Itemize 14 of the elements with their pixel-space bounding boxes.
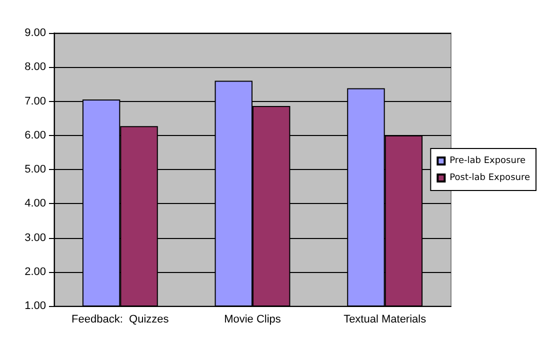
legend-label: Pre-lab Exposure <box>450 156 526 166</box>
x-tick-label: Movie Clips <box>224 314 282 326</box>
legend-label: Post-lab Exposure <box>450 173 530 183</box>
y-tick-label: 8.00 <box>24 61 46 74</box>
y-tick-label: 7.00 <box>24 95 46 108</box>
y-tick-label: 3.00 <box>24 232 46 244</box>
x-tick-label: Feedback: Quizzes <box>72 314 170 326</box>
y-tick-label: 4.00 <box>24 198 46 210</box>
x-tick-label: Textual Materials <box>344 314 427 326</box>
y-tick-label: 9.00 <box>24 27 46 39</box>
y-tick-label: 2.00 <box>24 266 46 278</box>
y-tick-label: 6.00 <box>24 129 46 142</box>
y-tick-label: 5.00 <box>24 164 46 176</box>
y-tick-label: 1.00 <box>24 300 46 312</box>
